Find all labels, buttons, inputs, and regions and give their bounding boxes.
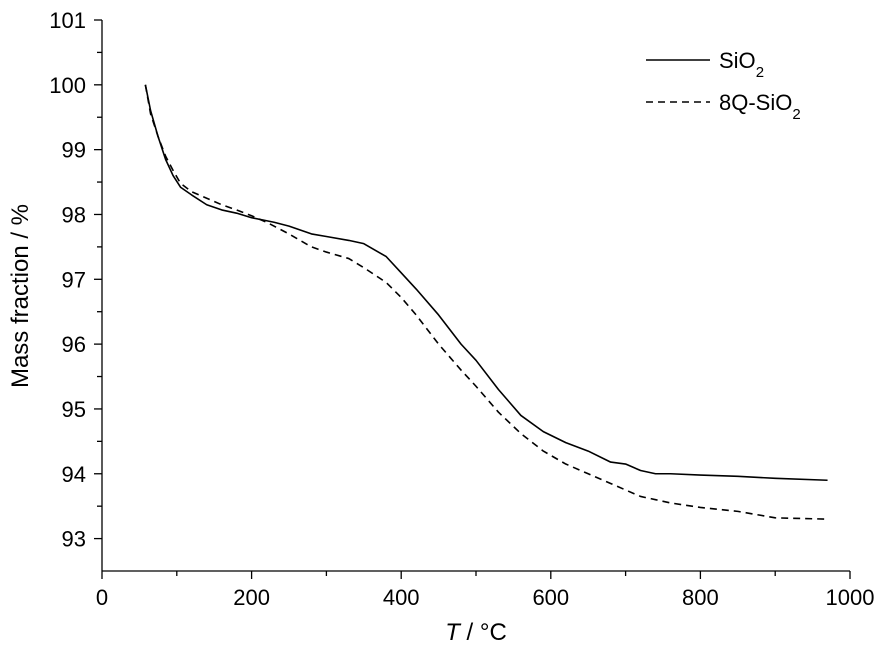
plot-frame — [102, 20, 850, 571]
series-line-8q-sio2 — [144, 84, 828, 520]
x-tick-label: 800 — [682, 585, 719, 610]
y-tick-label: 99 — [62, 138, 86, 163]
x-tick-label: 600 — [532, 585, 569, 610]
x-tick-label: 200 — [233, 585, 270, 610]
y-tick-label: 94 — [62, 462, 86, 487]
y-tick-label: 98 — [62, 202, 86, 227]
x-tick-label: 1000 — [826, 585, 875, 610]
y-tick-label: 97 — [62, 267, 86, 292]
y-tick-label: 96 — [62, 332, 86, 357]
plot-area — [101, 20, 850, 572]
ticks-layer: 0 200 400 600 800 1000 93 94 95 96 97 98 99 100 101 — [49, 8, 874, 610]
y-tick-label: 101 — [49, 8, 86, 33]
x-tick-label: 0 — [96, 585, 108, 610]
x-tick-label: 400 — [383, 585, 420, 610]
x-axis-title: T / °C — [445, 619, 507, 646]
y-tick-label: 93 — [62, 527, 86, 552]
y-tick-label: 95 — [62, 397, 86, 422]
y-axis-title: Mass fraction / % — [7, 204, 34, 388]
y-tick-label: 100 — [49, 73, 86, 98]
series-layer — [144, 84, 828, 520]
series-line-sio2 — [144, 84, 828, 482]
